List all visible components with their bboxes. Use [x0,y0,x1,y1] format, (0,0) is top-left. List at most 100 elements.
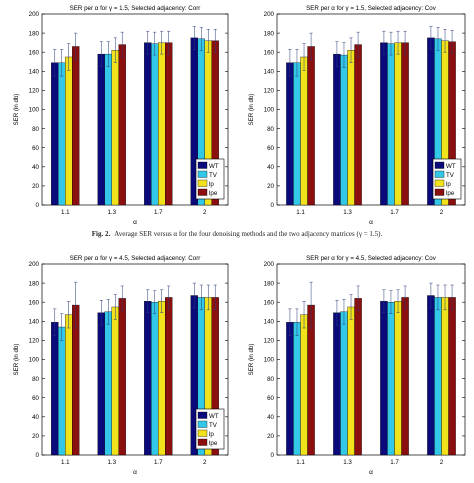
legend-label-tv: TV [209,422,218,429]
y-tick-label: 20 [267,183,274,190]
y-tick-label: 140 [29,319,40,326]
y-tick-label: 60 [267,395,274,402]
y-tick-label: 100 [264,357,275,364]
x-axis-label: α [133,469,137,476]
bar-wt-1_1 [286,62,294,206]
legend-label-lpe: lpe [446,190,455,197]
bar-lpe-1_7 [401,297,409,456]
y-tick-label: 80 [32,376,39,383]
bar-lp-1_1 [300,56,308,206]
bar-tv-1_3 [104,53,112,206]
y-tick-label: 40 [267,164,274,171]
y-tick-label: 180 [29,30,40,37]
x-tick-label: 1.1 [61,209,70,216]
bar-lp-1_3 [347,50,355,206]
bar-tv-1_1 [293,62,301,206]
bar-lpe-2 [448,297,456,456]
bar-lp-1_3 [111,306,119,456]
legend-label-lp: lp [446,181,451,188]
bar-wt-1_3 [333,312,341,456]
bar-tv-1_3 [104,311,112,456]
legend-label-wt: WT [209,413,219,420]
y-tick-label: 200 [264,11,275,18]
y-tick-label: 120 [264,338,275,345]
y-tick-label: 60 [32,145,39,152]
legend-label-lp: lp [209,181,214,188]
y-tick-label: 140 [264,319,275,326]
chart-panel-bottom-left: SER per α for γ = 4.5, Selected adjacenc… [0,250,240,478]
bar-lp-1_1 [65,56,73,206]
bar-lpe-1_1 [307,46,315,206]
y-tick-label: 140 [264,69,275,76]
legend-label-lp: lp [209,431,214,438]
chart-title: SER per α for γ = 4.5, Selected adjacenc… [306,255,437,262]
chart-title: SER per α for γ = 4.5, Selected adjacenc… [70,255,201,262]
y-tick-label: 60 [32,395,39,402]
bar-wt-1_7 [144,42,152,206]
chart-panel-bottom-right: SER per α for γ = 4.5, Selected adjacenc… [240,250,474,478]
y-tick-label: 0 [36,452,40,459]
bar-tv-1_3 [340,311,348,456]
legend-swatch-tv [197,420,208,428]
figure-caption-text: Average SER versus α for the four denois… [114,230,383,238]
y-tick-label: 120 [264,88,275,95]
bar-wt-2 [427,295,435,456]
y-tick-label: 100 [29,107,40,114]
bar-tv-1_1 [293,322,301,456]
chart-svg: SER per α for γ = 4.5, Selected adjacenc… [248,255,466,476]
y-tick-label: 140 [29,69,40,76]
y-tick-label: 160 [264,299,275,306]
chart-panel-top-left: SER per α for γ = 1.5, Selected adjacenc… [0,0,240,228]
figure-caption: Fig. 2. Average SER versus α for the four… [0,230,474,244]
bar-wt-1_1 [286,322,294,456]
bar-lpe-1_7 [165,42,173,206]
x-tick-label: 1.3 [343,209,352,216]
figure-caption-label: Fig. 2. [91,230,111,238]
bar-lp-1_3 [347,306,355,456]
bar-tv-1_7 [151,43,159,206]
bar-tv-1_7 [387,302,395,456]
y-tick-label: 40 [32,164,39,171]
legend-label-tv: TV [209,172,218,179]
bar-lpe-1_7 [401,42,409,206]
bar-lpe-1_3 [354,44,362,206]
bar-tv-1_7 [151,302,159,456]
legend-label-lpe: lpe [209,440,218,447]
x-tick-label: 2 [203,459,207,466]
bar-wt-1_3 [333,53,341,206]
y-tick-label: 20 [32,433,39,440]
bar-lpe-1_3 [354,298,362,456]
y-tick-label: 20 [32,183,39,190]
y-tick-label: 120 [29,338,40,345]
bar-tv-1_1 [58,62,66,206]
x-tick-label: 2 [440,459,444,466]
bar-lp-1_7 [158,42,166,206]
legend-swatch-wt [197,161,208,169]
bar-lpe-1_3 [118,298,126,456]
legend-label-wt: WT [446,163,456,170]
x-tick-label: 1.7 [154,209,163,216]
bar-wt-1_7 [380,301,388,456]
y-tick-label: 60 [267,145,274,152]
y-tick-label: 160 [264,49,275,56]
legend-swatch-wt [434,161,445,169]
bar-wt-1_7 [380,42,388,206]
y-tick-label: 180 [264,30,275,37]
y-tick-label: 80 [267,376,274,383]
y-tick-label: 160 [29,49,40,56]
legend-swatch-lp [197,179,208,187]
y-axis-label: SER (in db) [248,94,255,126]
x-tick-label: 1.3 [107,209,116,216]
y-tick-label: 80 [267,126,274,133]
y-tick-label: 100 [264,107,275,114]
y-tick-label: 20 [267,433,274,440]
legend-swatch-lpe [197,188,208,196]
x-tick-label: 1.7 [390,209,399,216]
y-tick-label: 0 [271,452,275,459]
chart-title: SER per α for γ = 1.5, Selected adjacenc… [306,5,437,12]
y-tick-label: 200 [264,261,275,268]
legend-swatch-lp [197,429,208,437]
y-tick-label: 80 [32,126,39,133]
bar-lp-1_7 [394,301,402,456]
bar-lpe-1_7 [165,297,173,456]
